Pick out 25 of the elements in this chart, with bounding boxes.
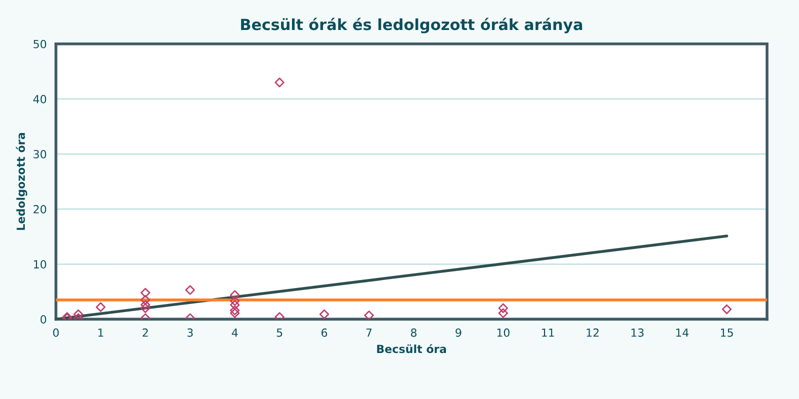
x-tick-label: 6 — [322, 328, 328, 337]
y-tick-label: 40 — [33, 94, 46, 104]
x-tick-label: 5 — [276, 328, 282, 337]
x-tick-label: 1 — [98, 328, 104, 337]
y-tick-label: 50 — [34, 40, 46, 48]
x-tick-label: 12 — [586, 328, 599, 337]
x-tick-label: 8 — [410, 328, 416, 337]
x-tick-label: 9 — [456, 328, 462, 337]
x-tick-label: 2 — [142, 328, 148, 337]
x-tick-label: 15 — [720, 328, 733, 337]
x-tick-label: 10 — [497, 328, 510, 337]
x-axis-title: Becsült óra — [377, 344, 446, 354]
y-tick-label: 30 — [34, 150, 46, 158]
y-tick-label: 0 — [40, 315, 46, 324]
x-tick-label: 14 — [676, 328, 689, 337]
y-axis-title: Ledolgozott óra — [16, 133, 28, 230]
x-tick-label: 4 — [232, 328, 238, 337]
x-tick-label: 3 — [187, 328, 193, 337]
x-tick-label: 13 — [631, 328, 644, 337]
x-tick-label: 11 — [542, 328, 554, 337]
y-tick-label: 10 — [34, 260, 46, 269]
x-tick-label: 7 — [366, 328, 372, 337]
chart-title: Becsült órák és ledolgozott órák aránya — [241, 18, 582, 34]
y-tick-label: 20 — [34, 205, 46, 214]
x-tick-label: 0 — [53, 328, 59, 337]
